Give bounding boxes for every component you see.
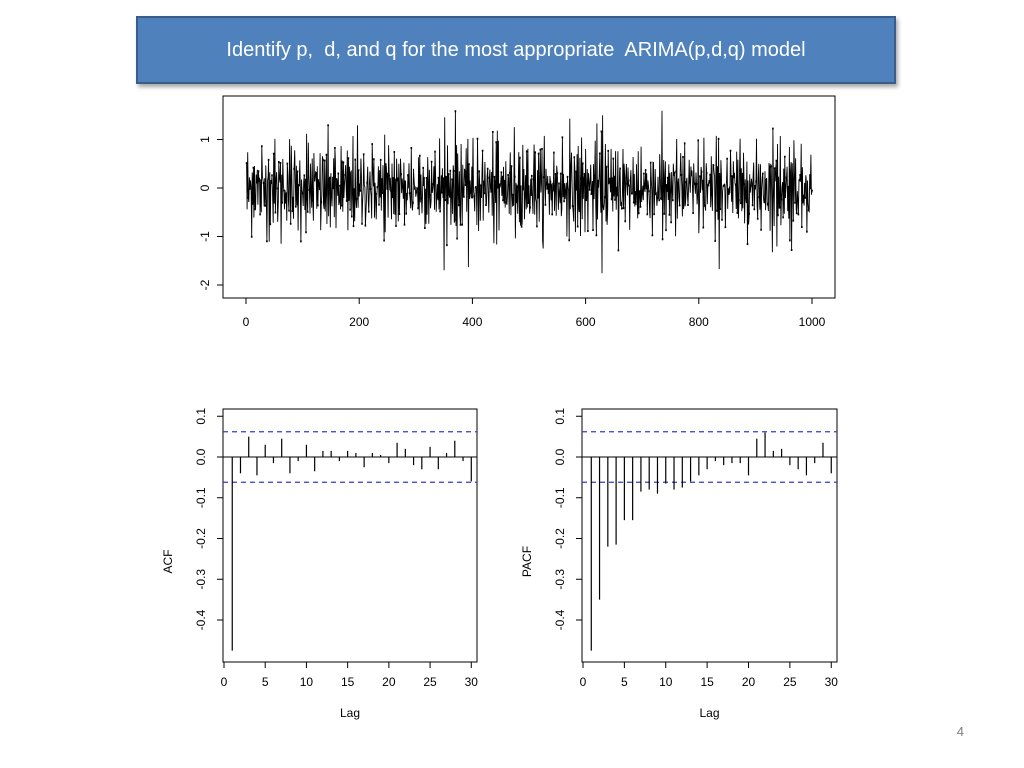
y-axis-title: ACF: [161, 550, 175, 574]
x-tick-label: 25: [783, 675, 797, 689]
y-tick-label: 0: [198, 184, 212, 191]
x-tick-label: 800: [689, 315, 709, 329]
x-tick-label: 1000: [799, 315, 826, 329]
x-tick-label: 15: [700, 675, 714, 689]
series-points: [245, 110, 813, 252]
x-tick-label: 0: [243, 315, 250, 329]
time-series-plot: 0 200 400 600 800 1000 -2 -1 0 1: [198, 95, 836, 329]
y-tick-label: 1: [198, 136, 212, 143]
x-tick-label: 25: [423, 675, 437, 689]
plot-frame: [222, 408, 478, 663]
x-tick-label: 10: [659, 675, 673, 689]
x-tick-label: 0: [221, 675, 228, 689]
y-tick-label: -0.1: [194, 487, 208, 508]
x-tick-label: 5: [621, 675, 628, 689]
y-tick-label: -0.3: [194, 569, 208, 590]
y-tick-label: -2: [198, 279, 212, 290]
x-tick-label: 30: [825, 675, 839, 689]
slide-title: Identify p, d, and q for the most approp…: [136, 16, 896, 84]
y-tick-label: -0.2: [553, 528, 567, 549]
y-tick-label: 0.1: [194, 408, 208, 425]
x-tick-label: 400: [462, 315, 482, 329]
y-tick-label: -0.3: [553, 569, 567, 590]
y-tick-label: 0.1: [553, 408, 567, 425]
x-tick-label: 5: [262, 675, 269, 689]
x-tick-label: 20: [742, 675, 756, 689]
y-tick-label: 0.0: [553, 448, 567, 465]
page-number: 4: [956, 724, 964, 739]
y-tick-label: 0.0: [194, 448, 208, 465]
series-line: [246, 110, 813, 274]
x-tick-label: 200: [349, 315, 369, 329]
y-axis-title: PACF: [520, 546, 534, 577]
acf-plot: 0 5 10 15 20 25 30 -0.4 -0.3 -0.2 -0.1 0.0 0.1 Lag ACF: [161, 408, 478, 720]
plot-frame: [581, 408, 838, 663]
x-tick-label: 0: [580, 675, 587, 689]
y-tick-label: -1: [198, 231, 212, 242]
x-tick-label: 20: [382, 675, 396, 689]
x-axis-title: Lag: [699, 706, 719, 720]
x-tick-label: 10: [300, 675, 314, 689]
y-tick-label: -0.2: [194, 528, 208, 549]
x-tick-label: 15: [341, 675, 355, 689]
x-tick-label: 30: [465, 675, 479, 689]
y-tick-label: -0.4: [194, 609, 208, 630]
x-tick-label: 600: [576, 315, 596, 329]
y-tick-label: -0.1: [553, 487, 567, 508]
pacf-plot: 0 5 10 15 20 25 30 -0.4 -0.3 -0.2 -0.1 0.0 0.1 Lag PAC…: [520, 408, 838, 720]
plot-frame: [222, 95, 836, 299]
x-axis-title: Lag: [340, 706, 360, 720]
y-tick-label: -0.4: [553, 609, 567, 630]
